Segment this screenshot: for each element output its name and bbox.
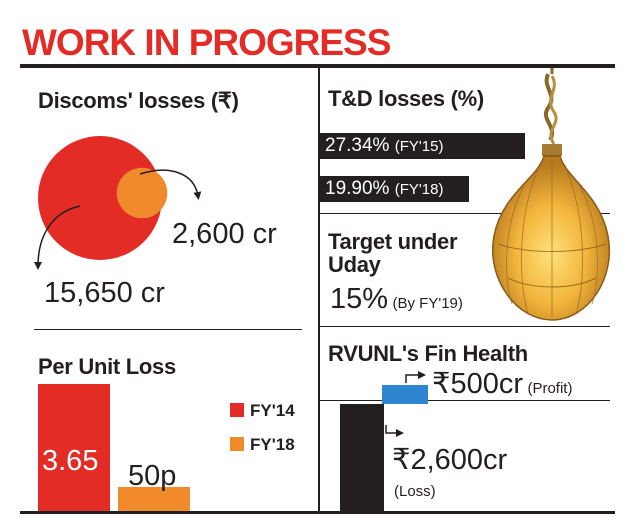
pie-slice-15650 — [38, 136, 162, 260]
arrow-to-loss — [385, 425, 404, 437]
bar-fy14 — [38, 384, 110, 511]
loss-note: (Loss) — [394, 483, 436, 500]
bar-loss — [340, 404, 384, 511]
right-section-divider-3 — [320, 400, 610, 401]
bulb-lamp-illustration — [492, 68, 611, 321]
bottom-rule — [20, 511, 615, 514]
target-value: 15% (By FY'19) — [330, 283, 463, 315]
legend-label-fy18: FY'18 — [250, 435, 295, 454]
legend-swatch-fy18 — [230, 437, 244, 451]
td-bar-label-fy18: 19.90% (FY'18) — [325, 178, 444, 199]
legend-swatch-fy14 — [230, 403, 244, 417]
profit-label: ₹500cr (Profit) — [432, 368, 573, 400]
top-rule — [20, 64, 615, 68]
fin-health-arrows — [385, 371, 426, 437]
td-bar-fy18: 19.90% (FY'18) — [320, 176, 470, 202]
td-losses-heading: T&D losses (%) — [328, 86, 484, 111]
pie-label-15650: 15,650 cr — [44, 277, 165, 309]
discoms-losses-chart — [34, 136, 202, 270]
pie-label-2600: 2,600 cr — [172, 218, 277, 250]
legend-label-fy14: FY'14 — [250, 401, 295, 420]
bar-profit — [382, 385, 428, 404]
right-section-divider-2 — [320, 326, 610, 327]
bar-fy18 — [118, 486, 190, 511]
td-bar-fy15: 27.34% (FY'15) — [320, 133, 525, 159]
arrow-to-2600 — [139, 169, 202, 200]
discoms-losses-heading: Discoms' losses (₹) — [38, 88, 239, 113]
page-title: WORK IN PROGRESS — [22, 22, 391, 63]
bar-label-fy18: 50p — [128, 460, 177, 492]
bar-label-fy14: 3.65 — [42, 445, 99, 477]
right-section-divider-1 — [320, 213, 610, 214]
loss-label: ₹2,600cr — [392, 444, 508, 476]
pie-slice-2600 — [116, 167, 168, 219]
target-heading: Target under Uday — [328, 229, 458, 277]
left-section-divider — [34, 329, 302, 330]
td-bar-label-fy15: 27.34% (FY'15) — [325, 135, 444, 156]
arrow-to-15650 — [34, 205, 81, 270]
fin-health-heading: RVUNL's Fin Health — [328, 341, 528, 366]
arrow-to-profit — [405, 371, 426, 383]
per-unit-loss-heading: Per Unit Loss — [38, 354, 176, 379]
vertical-divider — [318, 68, 320, 511]
